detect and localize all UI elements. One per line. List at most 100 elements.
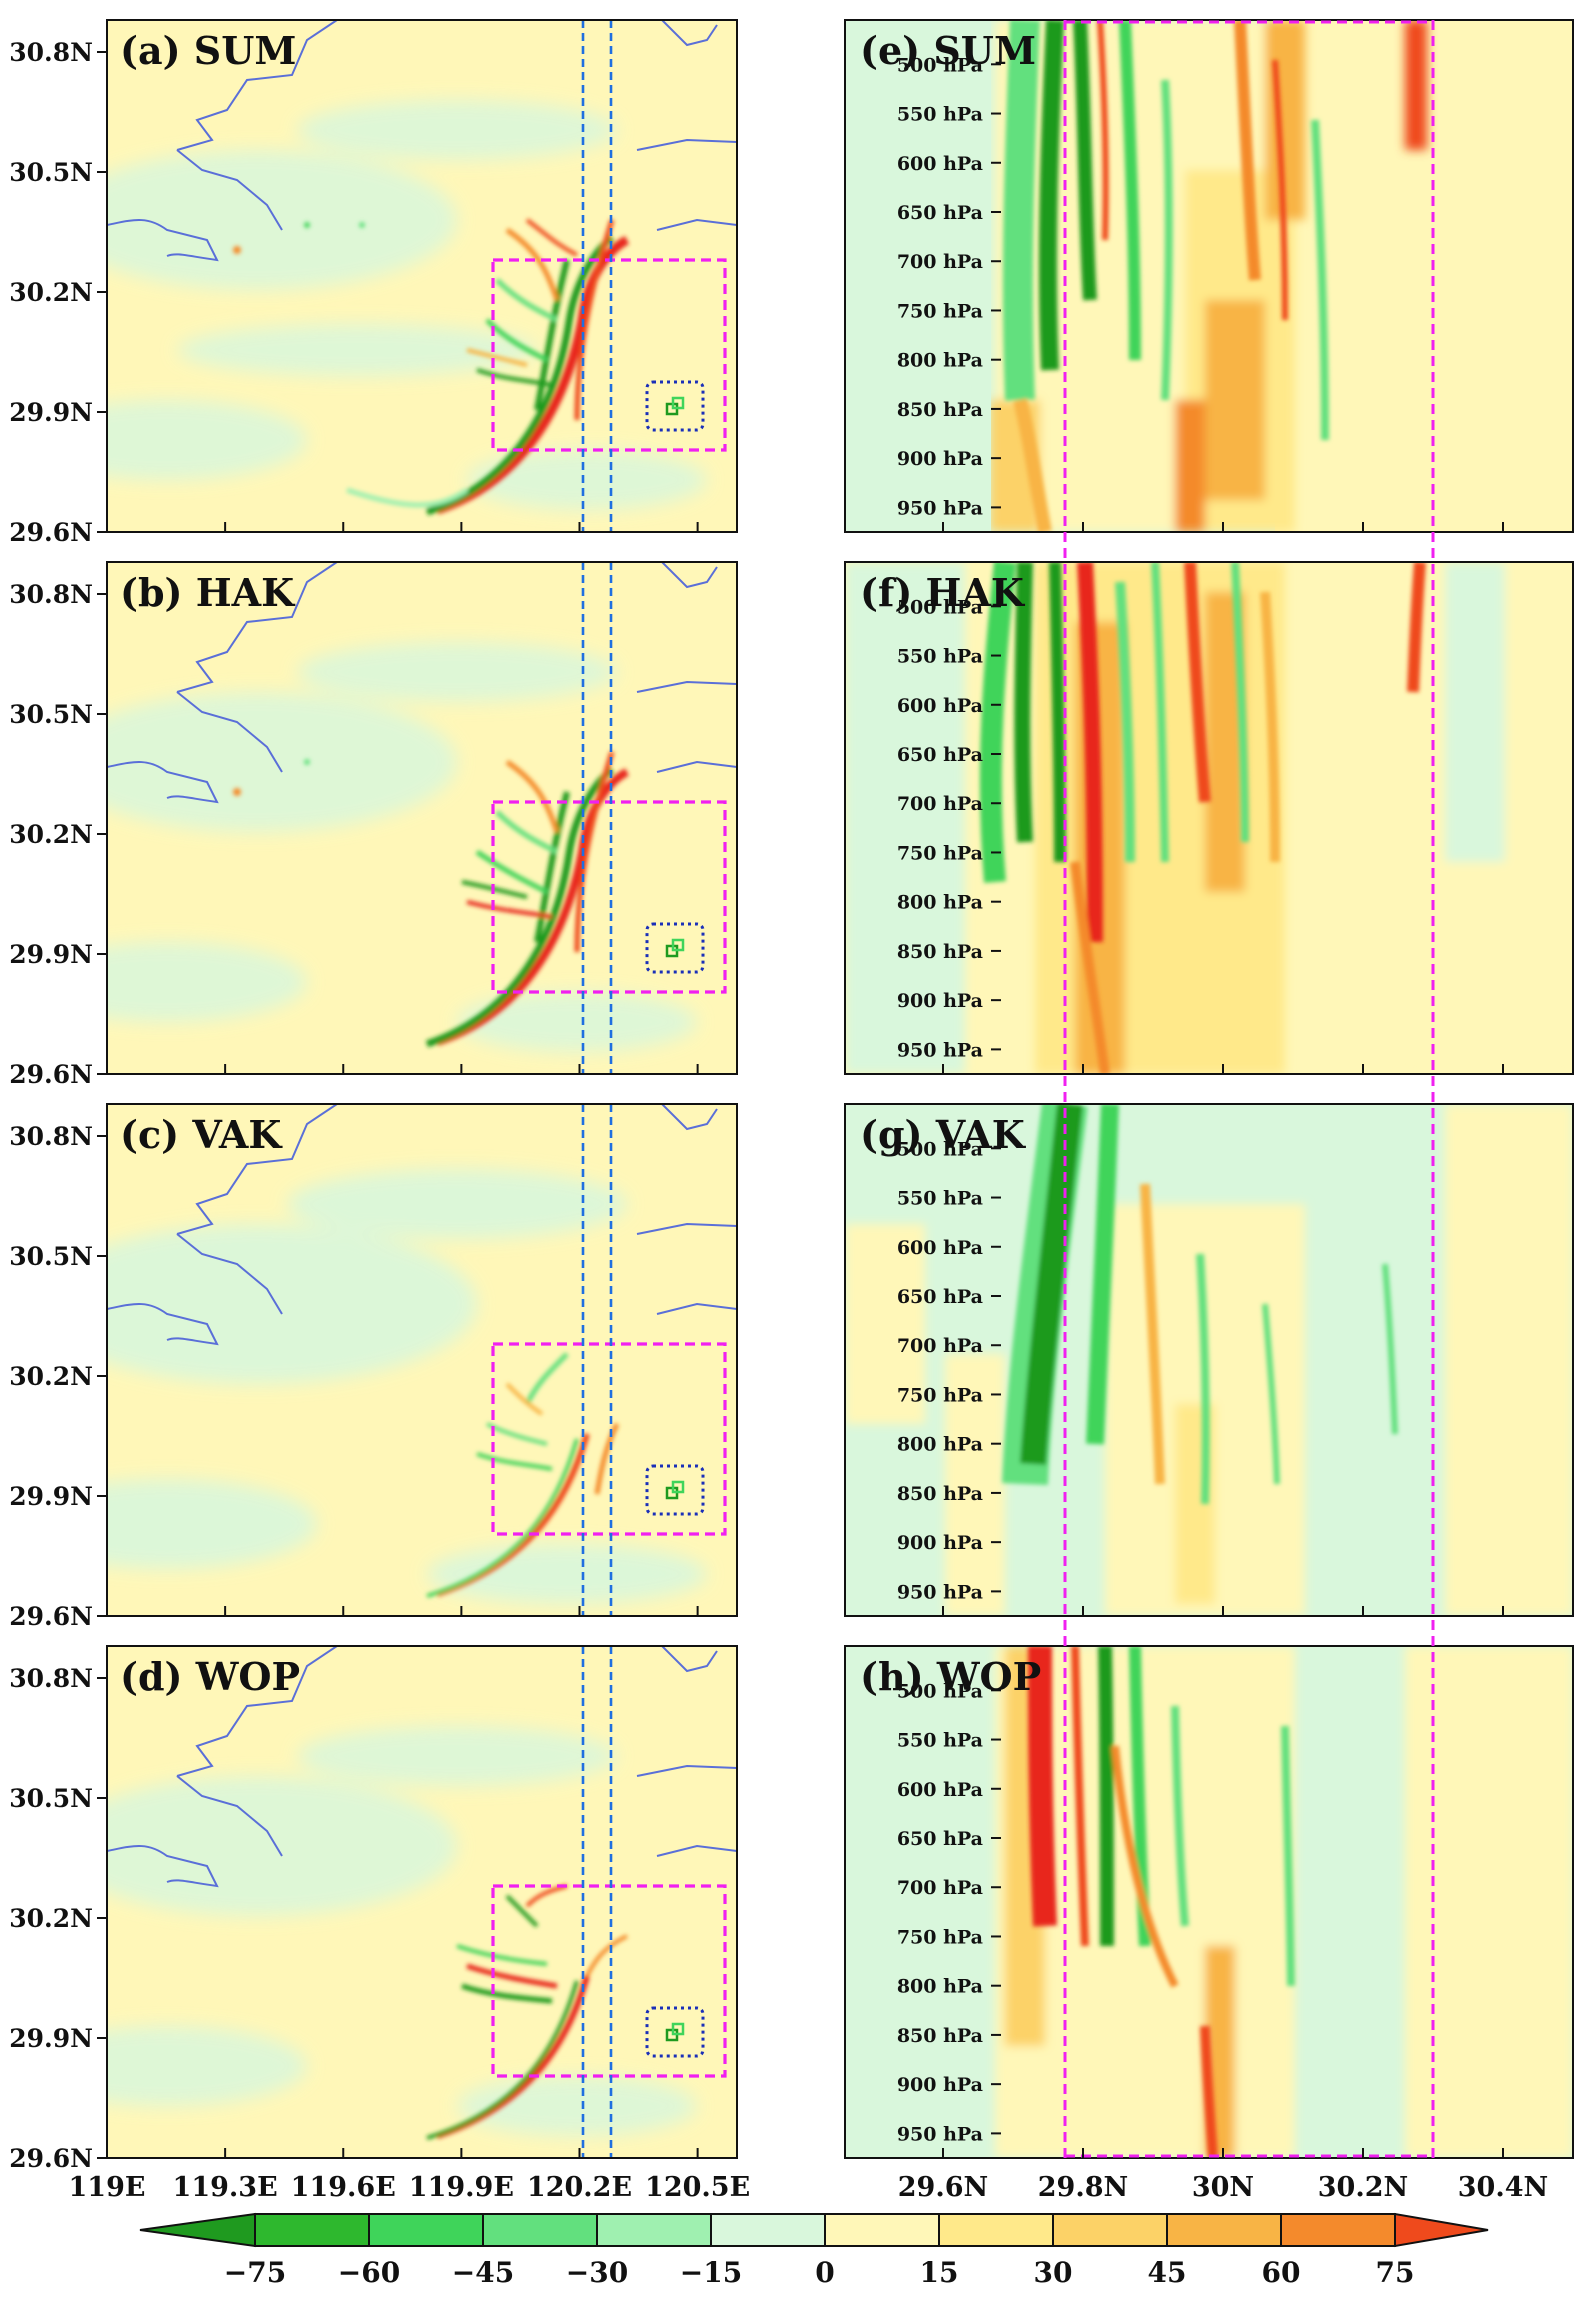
colorbar-swatch (368, 2213, 484, 2247)
section-ytick-label: 500 hPa (897, 1138, 983, 1160)
section-xtick-label: 30N (1192, 2172, 1254, 2203)
section-ytick-label: 750 hPa (897, 1384, 983, 1406)
section-ytick-label: 900 hPa (897, 448, 983, 470)
section-ytick-label: 500 hPa (897, 596, 983, 618)
section-ytick-label: 900 hPa (897, 1532, 983, 1554)
section-ytick-label: 700 hPa (897, 251, 983, 273)
section-panel-e: (e) SUM (844, 19, 1574, 533)
section-xtick-label: 30.4N (1458, 2172, 1548, 2203)
section-panel-h: (h) WOP (844, 1645, 1574, 2159)
colorbar-swatch (1166, 2213, 1282, 2247)
section-ytick-label: 750 hPa (897, 842, 983, 864)
colorbar-swatch (254, 2213, 370, 2247)
map-ytick-label: 30.5N (9, 1784, 93, 1813)
section-ytick-label: 900 hPa (897, 2074, 983, 2096)
map-ytick-label: 30.5N (9, 158, 93, 187)
colorbar-tick-label: −30 (566, 2256, 628, 2289)
map-ytick-label: 29.6N (9, 2144, 93, 2173)
section-ytick-label: 600 hPa (897, 1779, 983, 1801)
map-ytick-label: 29.9N (9, 940, 93, 969)
panel-c-title: (c) VAK (120, 1112, 283, 1157)
section-ytick-label: 800 hPa (897, 892, 983, 914)
map-panel-d: (d) WOP (106, 1645, 738, 2159)
section-ytick-label: 900 hPa (897, 990, 983, 1012)
section-ytick-label: 950 hPa (897, 1039, 983, 1061)
colorbar-swatch (938, 2213, 1054, 2247)
section-ytick-label: 850 hPa (897, 2025, 983, 2047)
map-ytick-label: 29.9N (9, 1482, 93, 1511)
section-ytick-label: 500 hPa (897, 54, 983, 76)
section-ytick-label: 600 hPa (897, 695, 983, 717)
section-ytick-label: 700 hPa (897, 793, 983, 815)
map-ytick-label: 30.2N (9, 1904, 93, 1933)
colorbar-swatch (1052, 2213, 1168, 2247)
section-xtick-label: 29.6N (898, 2172, 988, 2203)
map-ytick-label: 29.9N (9, 2024, 93, 2053)
map-ytick-label: 30.2N (9, 1362, 93, 1391)
colorbar-swatch (482, 2213, 598, 2247)
map-xtick-label: 119.9E (409, 2172, 514, 2203)
map-xtick-label: 120.5E (645, 2172, 750, 2203)
colorbar-tick-label: 0 (815, 2256, 834, 2289)
section-ytick-label: 650 hPa (897, 1828, 983, 1850)
colorbar-tick-label: −60 (338, 2256, 400, 2289)
section-panel-g: (g) VAK (844, 1103, 1574, 1617)
map-ytick-label: 29.6N (9, 1602, 93, 1631)
map-ytick-label: 30.8N (9, 580, 93, 609)
section-xtick-label: 29.8N (1038, 2172, 1128, 2203)
section-ytick-label: 650 hPa (897, 1286, 983, 1308)
section-ytick-label: 850 hPa (897, 399, 983, 421)
panel-f-title: (f) HAK (860, 570, 1026, 615)
colorbar-swatch (1280, 2213, 1396, 2247)
section-ytick-label: 550 hPa (897, 104, 983, 126)
section-ytick-label: 850 hPa (897, 1483, 983, 1505)
map-ytick-label: 30.8N (9, 1122, 93, 1151)
section-ytick-label: 950 hPa (897, 1581, 983, 1603)
colorbar-right-arrow (1394, 2212, 1489, 2248)
map-ytick-label: 30.5N (9, 1242, 93, 1271)
colorbar-tick-label: 15 (920, 2256, 959, 2289)
colorbar-swatch (824, 2213, 940, 2247)
panel-g-title: (g) VAK (860, 1112, 1027, 1157)
section-ytick-label: 550 hPa (897, 1188, 983, 1210)
map-xtick-label: 119.3E (173, 2172, 278, 2203)
panel-d-title: (d) WOP (120, 1654, 300, 1699)
map-ytick-label: 29.6N (9, 1060, 93, 1089)
map-xtick-label: 119.6E (291, 2172, 396, 2203)
section-ytick-label: 800 hPa (897, 350, 983, 372)
section-ytick-label: 550 hPa (897, 1730, 983, 1752)
map-xtick-label: 119E (69, 2172, 146, 2203)
section-ytick-label: 750 hPa (897, 300, 983, 322)
panel-h-title: (h) WOP (860, 1654, 1041, 1699)
section-ytick-label: 700 hPa (897, 1335, 983, 1357)
colorbar-tick-label: −45 (452, 2256, 514, 2289)
colorbar: −75 −60 −45 −30 −15 0 15 30 45 60 75 (139, 2212, 1489, 2289)
section-ytick-label: 800 hPa (897, 1434, 983, 1456)
map-ytick-label: 30.5N (9, 700, 93, 729)
map-panel-a: (a) SUM (106, 19, 738, 533)
section-ytick-label: 950 hPa (897, 2123, 983, 2145)
colorbar-tick-label: 75 (1376, 2256, 1415, 2289)
colorbar-tick-label: 45 (1148, 2256, 1187, 2289)
section-ytick-label: 800 hPa (897, 1976, 983, 1998)
section-xtick-label: 30.2N (1318, 2172, 1408, 2203)
section-ytick-label: 650 hPa (897, 202, 983, 224)
map-ytick-label: 29.9N (9, 398, 93, 427)
map-ytick-label: 30.2N (9, 278, 93, 307)
section-ytick-label: 650 hPa (897, 744, 983, 766)
section-ytick-label: 750 hPa (897, 1926, 983, 1948)
axes-layer: 29.6N 29.9N 30.2N 30.5N 30.8N 29.6N 29.9N 30.2N… (9, 38, 1548, 2203)
colorbar-tick-label: −15 (680, 2256, 742, 2289)
colorbar-swatch (710, 2213, 826, 2247)
colorbar-tick-label: 30 (1034, 2256, 1073, 2289)
section-ytick-label: 550 hPa (897, 646, 983, 668)
section-ytick-label: 600 hPa (897, 1237, 983, 1259)
panel-e-title: (e) SUM (860, 28, 1036, 73)
map-ytick-label: 29.6N (9, 518, 93, 547)
colorbar-left-arrow (139, 2212, 256, 2248)
colorbar-swatch (596, 2213, 712, 2247)
map-xtick-label: 120.2E (527, 2172, 632, 2203)
colorbar-tick-label: −75 (224, 2256, 286, 2289)
section-ytick-label: 600 hPa (897, 153, 983, 175)
